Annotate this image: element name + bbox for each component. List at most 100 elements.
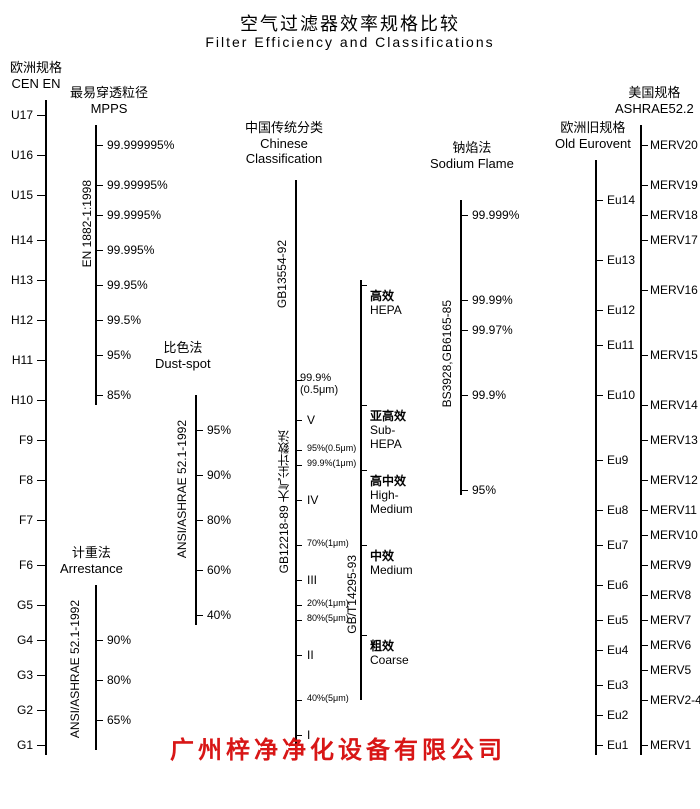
tick-label: MERV8	[650, 588, 691, 602]
tick	[595, 345, 603, 346]
tick	[640, 440, 648, 441]
tick	[640, 745, 648, 746]
tick-label: 70%(1μm)	[307, 538, 349, 548]
tick-label: 95%	[107, 348, 131, 362]
tick-label: Eu9	[607, 453, 628, 467]
tick-label: MERV12	[650, 473, 698, 487]
chinese-cat: 亚高效Sub-HEPA	[370, 410, 406, 451]
tick	[640, 510, 648, 511]
tick-label: G1	[17, 738, 33, 752]
tick-label: F9	[19, 433, 33, 447]
tick-label: Eu12	[607, 303, 635, 317]
tick-label: 95%(0.5μm)	[307, 443, 356, 453]
tick	[37, 520, 45, 521]
side-label: GB13554-92	[275, 240, 289, 308]
tick-label: 95%	[207, 423, 231, 437]
tick	[195, 615, 203, 616]
tick	[640, 405, 648, 406]
watermark: 广州梓净净化设备有限公司	[170, 730, 506, 765]
side-label: ANSI/ASHRAE 52.1-1992	[175, 420, 189, 558]
tick-label: 80%(5μm)	[307, 613, 349, 623]
tick	[295, 465, 302, 466]
tick-label: 99.97%	[472, 323, 513, 337]
axis-line	[45, 100, 47, 755]
tick	[37, 480, 45, 481]
tick	[595, 685, 603, 686]
tick-label: Eu2	[607, 708, 628, 722]
tick	[37, 745, 45, 746]
tick-label: 99.95%	[107, 278, 148, 292]
col-header-eurovent: 欧洲旧规格Old Eurovent	[555, 120, 631, 151]
side-label: EN 1882-1:1998	[80, 180, 94, 267]
tick	[640, 240, 648, 241]
tick	[37, 565, 45, 566]
col-header-dustspot: 比色法Dust-spot	[155, 340, 211, 371]
tick-label: MERV2-4	[650, 693, 700, 707]
tick	[95, 680, 103, 681]
tick	[460, 395, 468, 396]
tick	[360, 470, 367, 471]
side-label: ANSI/ASHRAE 52.1-1992	[68, 600, 82, 738]
tick	[595, 585, 603, 586]
tick	[95, 250, 103, 251]
tick	[295, 500, 302, 501]
tick-label: Eu14	[607, 193, 635, 207]
tick-label: Eu6	[607, 578, 628, 592]
tick	[95, 285, 103, 286]
tick-label: G5	[17, 598, 33, 612]
tick	[37, 605, 45, 606]
tick	[595, 715, 603, 716]
tick-label: 99.9995%	[107, 208, 161, 222]
tick-label: Eu1	[607, 738, 628, 752]
tick-label: MERV18	[650, 208, 698, 222]
tick-label: H14	[11, 233, 33, 247]
tick-label: 95%	[472, 483, 496, 497]
tick-label: 85%	[107, 388, 131, 402]
tick	[95, 395, 103, 396]
tick	[195, 520, 203, 521]
tick	[295, 620, 302, 621]
tick-label: 99.9%	[472, 388, 506, 402]
axis-line	[460, 200, 462, 495]
tick	[595, 650, 603, 651]
tick	[595, 745, 603, 746]
tick	[37, 320, 45, 321]
tick-label: G4	[17, 633, 33, 647]
tick	[640, 645, 648, 646]
tick	[195, 475, 203, 476]
chinese-cat: 粗效Coarse	[370, 640, 409, 668]
tick-label: 99.999995%	[107, 138, 174, 152]
tick-label: 99.99%	[472, 293, 513, 307]
tick-label: MERV15	[650, 348, 698, 362]
tick-label: MERV9	[650, 558, 691, 572]
tick-label: 80%	[107, 673, 131, 687]
tick-label: F6	[19, 558, 33, 572]
tick-label: F7	[19, 513, 33, 527]
tick-label: 60%	[207, 563, 231, 577]
tick-label: G2	[17, 703, 33, 717]
tick	[595, 200, 603, 201]
tick	[640, 535, 648, 536]
tick	[295, 420, 302, 421]
tick-label: Eu11	[607, 338, 634, 352]
tick-label: III	[307, 573, 317, 587]
tick-label: 40%	[207, 608, 231, 622]
tick-label: MERV16	[650, 283, 698, 297]
tick	[595, 620, 603, 621]
tick-label: Eu13	[607, 253, 635, 267]
tick-label: Eu5	[607, 613, 628, 627]
tick	[37, 400, 45, 401]
tick	[295, 655, 302, 656]
tick	[195, 570, 203, 571]
tick	[37, 280, 45, 281]
tick	[37, 640, 45, 641]
tick	[360, 635, 367, 636]
col-header-mpps: 最易穿透粒径MPPS	[70, 85, 148, 116]
tick-label: H10	[11, 393, 33, 407]
tick-label: 80%	[207, 513, 231, 527]
tick-label: F8	[19, 473, 33, 487]
col-header-arrestance: 计重法Arrestance	[60, 545, 123, 576]
tick	[460, 490, 468, 491]
col-header-sodium: 钠焰法Sodium Flame	[430, 140, 514, 171]
tick-label: Eu7	[607, 538, 628, 552]
